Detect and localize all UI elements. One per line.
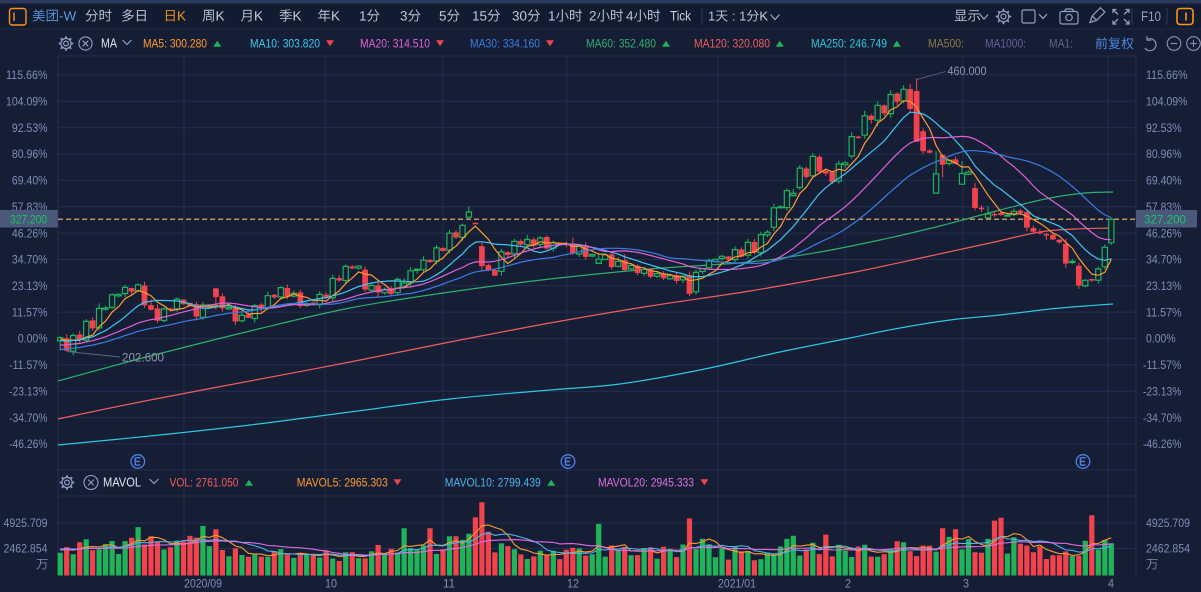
svg-text:10: 10 [325,576,337,590]
svg-text:92.53%: 92.53% [12,121,48,135]
svg-text:-11.57%: -11.57% [9,358,48,372]
svg-text:MA10: 303.820: MA10: 303.820 [250,37,320,51]
svg-text:0.00%: 0.00% [18,332,48,346]
svg-text:23.13%: 23.13% [12,279,48,293]
svg-text:80.96%: 80.96% [12,147,48,161]
svg-text:12: 12 [567,576,579,590]
svg-text:-23.13%: -23.13% [1143,384,1182,398]
svg-text:-34.70%: -34.70% [9,411,48,425]
svg-text:2462.854: 2462.854 [4,542,48,556]
svg-text:MA30: 334.160: MA30: 334.160 [470,37,540,51]
svg-text:2021/01: 2021/01 [718,576,756,590]
svg-text:23.13%: 23.13% [1146,279,1182,293]
svg-text:MAVOL20: 2945.333: MAVOL20: 2945.333 [598,476,694,490]
svg-text:-11.57%: -11.57% [1143,358,1182,372]
svg-text:104.09%: 104.09% [1146,95,1188,109]
svg-text:MA60: 352.480: MA60: 352.480 [586,37,656,51]
svg-text:-23.13%: -23.13% [9,384,48,398]
svg-text:MA: MA [101,37,118,51]
svg-text:MAVOL10: 2799.439: MAVOL10: 2799.439 [445,476,541,490]
svg-text:3: 3 [963,576,969,590]
svg-text:2020/09: 2020/09 [184,576,222,590]
svg-text:VOL: 2761.050: VOL: 2761.050 [170,476,239,490]
svg-text:MA20: 314.510: MA20: 314.510 [360,37,430,51]
svg-text:115.66%: 115.66% [1146,68,1188,82]
svg-text:11: 11 [443,576,455,590]
svg-text:MA1:: MA1: [1049,37,1073,51]
svg-text:-34.70%: -34.70% [1143,411,1182,425]
svg-text:46.26%: 46.26% [12,226,48,240]
svg-text:MA5: 300.280: MA5: 300.280 [143,37,207,51]
svg-text:11.57%: 11.57% [12,305,48,319]
svg-text:80.96%: 80.96% [1146,147,1182,161]
svg-text:Tick: Tick [670,9,691,24]
svg-text:69.40%: 69.40% [1146,174,1182,188]
svg-text:MA250: 246.749: MA250: 246.749 [811,37,887,51]
svg-text:46.26%: 46.26% [1146,226,1182,240]
svg-text:4925.709: 4925.709 [4,516,48,530]
svg-text:104.09%: 104.09% [6,95,48,109]
svg-text:34.70%: 34.70% [12,253,48,267]
svg-text:MAVOL: MAVOL [103,476,141,490]
svg-text:92.53%: 92.53% [1146,121,1182,135]
svg-text:2: 2 [845,576,851,590]
svg-text:MA500:: MA500: [928,37,964,51]
svg-text:-46.26%: -46.26% [9,437,48,451]
svg-text:MAVOL5: 2965.303: MAVOL5: 2965.303 [297,476,388,490]
svg-text:F10: F10 [1141,9,1161,24]
svg-text:69.40%: 69.40% [12,174,48,188]
svg-text:11.57%: 11.57% [1146,305,1182,319]
svg-text:202.600: 202.600 [122,351,164,365]
svg-text:4: 4 [1108,576,1114,590]
svg-text:327.200: 327.200 [10,213,47,227]
svg-text:MA120: 320.080: MA120: 320.080 [694,37,770,51]
svg-text:0.00%: 0.00% [1146,332,1176,346]
svg-text:2462.854: 2462.854 [1146,542,1190,556]
svg-text:4925.709: 4925.709 [1146,516,1190,530]
svg-text:34.70%: 34.70% [1146,253,1182,267]
svg-text:-46.26%: -46.26% [1143,437,1182,451]
svg-text:460.000: 460.000 [948,64,987,78]
svg-text:115.66%: 115.66% [6,68,48,82]
svg-text:MA1000:: MA1000: [985,37,1026,51]
svg-text:327.200: 327.200 [1144,213,1186,227]
